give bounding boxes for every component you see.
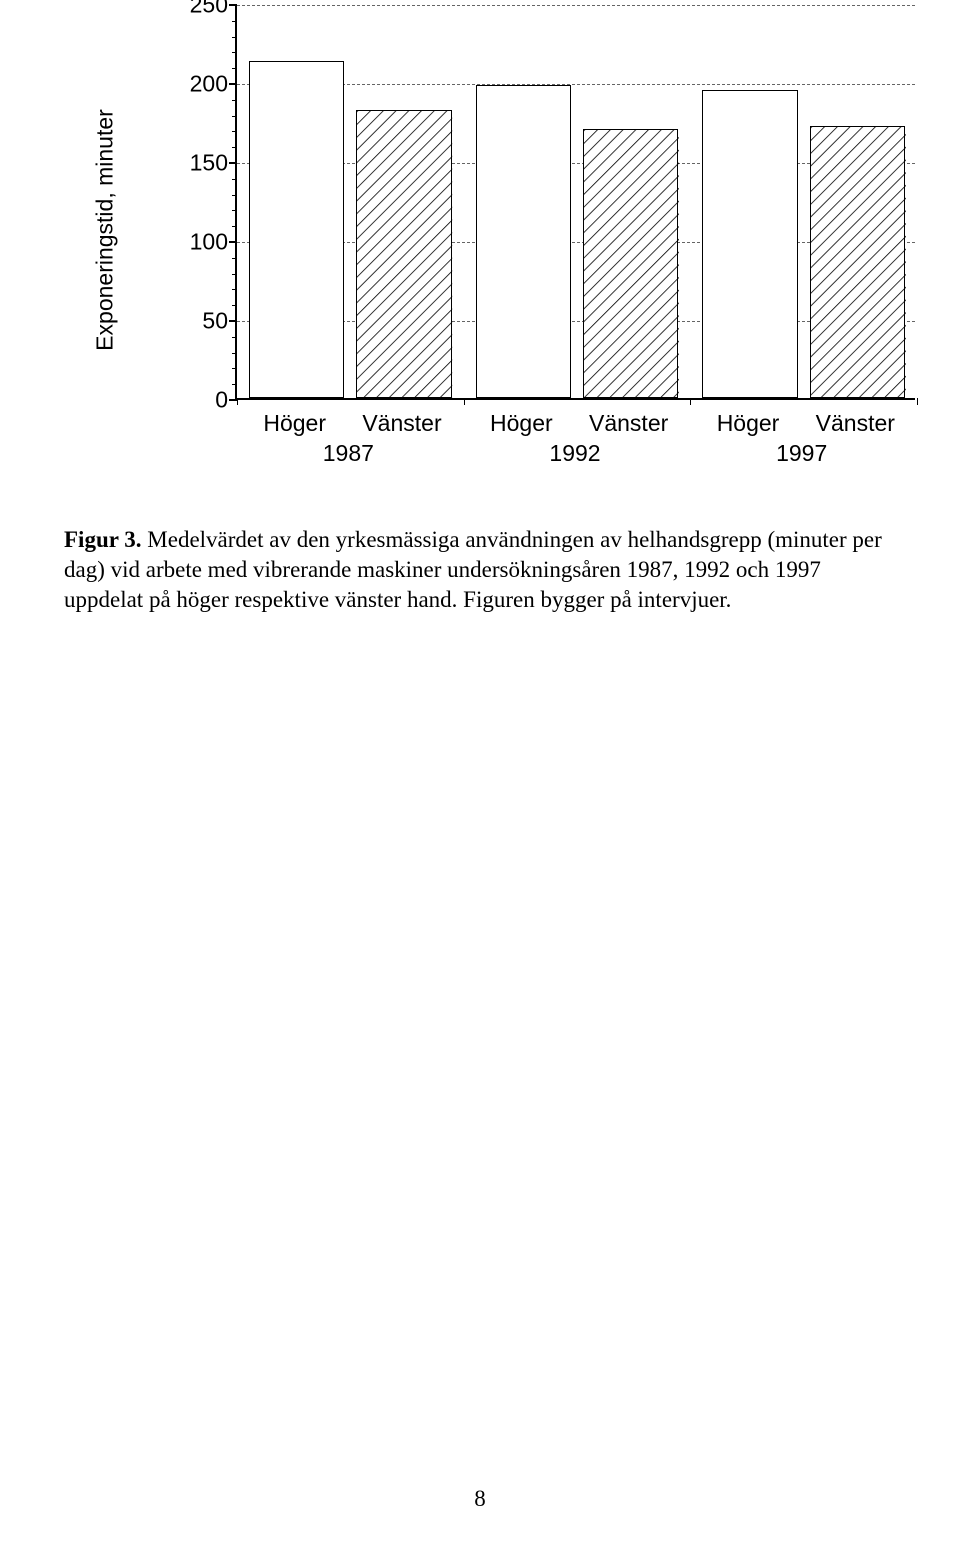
x-group-label: 1997 — [776, 440, 827, 467]
chart-container: Exponeringstid, minuter 050100150200250 … — [60, 0, 930, 470]
y-tick-label: 200 — [180, 71, 228, 98]
hatch-icon — [357, 111, 452, 399]
y-tick-minor — [232, 368, 237, 369]
y-axis-label: Exponeringstid, minuter — [92, 109, 119, 351]
x-bar-label: Höger — [263, 410, 326, 437]
y-tick-minor — [232, 226, 237, 227]
x-group-label: 1992 — [549, 440, 600, 467]
y-tick — [229, 241, 237, 243]
y-tick-minor — [232, 68, 237, 69]
y-tick — [229, 83, 237, 85]
y-tick-minor — [232, 337, 237, 338]
y-tick-minor — [232, 131, 237, 132]
x-tick — [917, 398, 918, 405]
x-bar-label: Höger — [490, 410, 553, 437]
y-tick-label: 0 — [180, 387, 228, 414]
bar — [810, 126, 905, 398]
y-tick — [229, 320, 237, 322]
y-tick-minor — [232, 179, 237, 180]
x-group-label: 1987 — [323, 440, 374, 467]
y-tick-label: 50 — [180, 308, 228, 335]
y-tick-minor — [232, 147, 237, 148]
hatch-icon — [584, 130, 679, 399]
bar — [249, 61, 344, 398]
y-tick — [229, 162, 237, 164]
bar — [702, 90, 797, 398]
bar — [356, 110, 451, 398]
y-tick-minor — [232, 195, 237, 196]
y-tick — [229, 4, 237, 6]
y-tick-minor — [232, 100, 237, 101]
chart-area: 050100150200250 HögerVänster1987HögerVän… — [180, 5, 920, 400]
x-bar-label: Vänster — [816, 410, 895, 437]
y-tick-label: 100 — [180, 229, 228, 256]
y-tick-label: 250 — [180, 0, 228, 19]
x-tick — [237, 398, 238, 405]
y-tick-minor — [232, 210, 237, 211]
y-tick-minor — [232, 274, 237, 275]
x-tick — [690, 398, 691, 405]
hatch-icon — [811, 127, 906, 399]
y-tick-minor — [232, 258, 237, 259]
gridline — [237, 5, 915, 6]
page-number: 8 — [474, 1486, 486, 1512]
y-tick-minor — [232, 305, 237, 306]
figure-label: Figur 3. — [64, 527, 142, 552]
y-tick-minor — [232, 52, 237, 53]
y-tick-label: 150 — [180, 150, 228, 177]
x-bar-label: Vänster — [589, 410, 668, 437]
bar — [476, 85, 571, 398]
bar — [583, 129, 678, 398]
y-tick — [229, 399, 237, 401]
x-tick — [464, 398, 465, 405]
y-tick-minor — [232, 353, 237, 354]
figure-caption: Figur 3. Medelvärdet av den yrkesmässiga… — [64, 525, 904, 615]
plot-area — [235, 5, 915, 400]
y-tick-minor — [232, 37, 237, 38]
y-tick-minor — [232, 289, 237, 290]
y-tick-minor — [232, 116, 237, 117]
x-bar-label: Höger — [717, 410, 780, 437]
x-bar-label: Vänster — [362, 410, 441, 437]
y-tick-minor — [232, 21, 237, 22]
caption-text: Medelvärdet av den yrkesmässiga användni… — [64, 527, 882, 612]
y-tick-minor — [232, 384, 237, 385]
